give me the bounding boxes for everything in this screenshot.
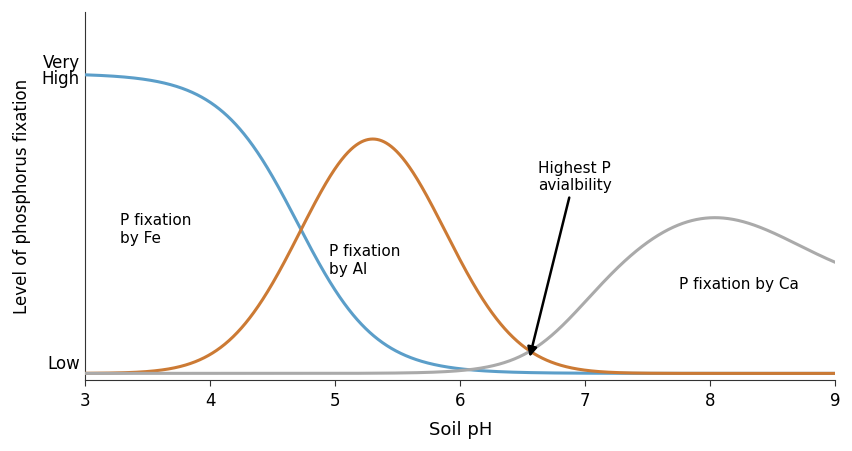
Text: Highest P
avialbility: Highest P avialbility <box>528 161 611 354</box>
Text: P fixation by Ca: P fixation by Ca <box>678 276 798 292</box>
Y-axis label: Level of phosphorus fixation: Level of phosphorus fixation <box>13 79 31 314</box>
X-axis label: Soil pH: Soil pH <box>428 421 492 438</box>
Text: P fixation
by Al: P fixation by Al <box>329 244 400 276</box>
Text: P fixation
by Fe: P fixation by Fe <box>120 213 192 245</box>
